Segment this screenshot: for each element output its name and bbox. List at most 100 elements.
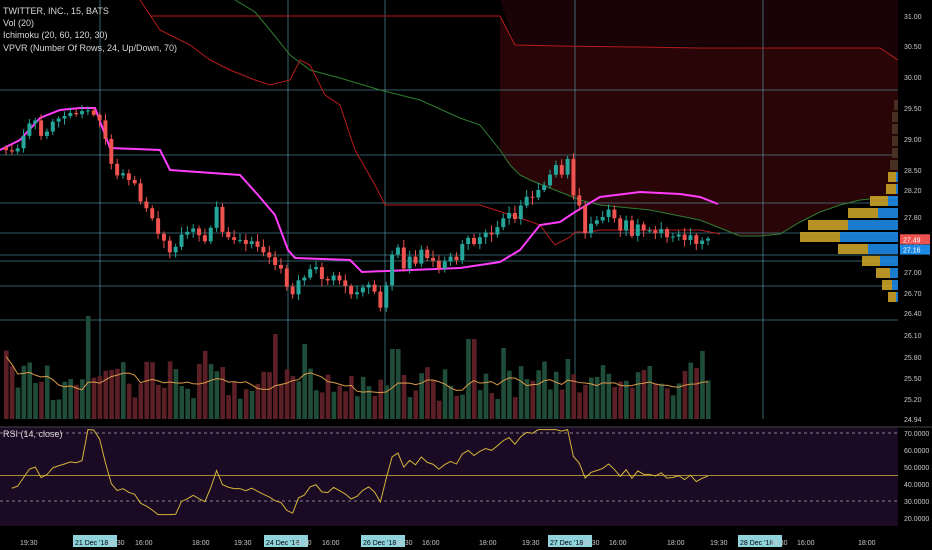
volume-bar: [548, 389, 553, 419]
volume-bar: [208, 364, 214, 419]
vpvr-row-up: [848, 220, 898, 230]
vpvr-row-down: [808, 220, 848, 230]
volume-bar: [571, 374, 577, 419]
candle: [126, 173, 131, 180]
volume-bar: [173, 369, 179, 419]
candle: [688, 235, 693, 240]
volume-bar: [296, 381, 302, 419]
candle: [548, 174, 553, 186]
volume-bar: [442, 369, 448, 419]
candle: [466, 237, 471, 244]
volume-bar: [44, 365, 50, 419]
candle: [518, 205, 523, 220]
volume-bar: [542, 361, 547, 419]
candle: [115, 163, 120, 176]
volume-bar: [676, 383, 682, 419]
volume-bar: [273, 334, 278, 419]
candle: [606, 209, 611, 217]
volume-bar: [243, 389, 249, 419]
candle: [319, 267, 324, 279]
ichimoku-base-line: [139, 0, 721, 246]
candle: [62, 116, 67, 119]
volume-bar: [27, 362, 32, 419]
volume-bar: [612, 387, 617, 419]
candle: [296, 280, 301, 295]
price-axis-label: 26.70: [904, 291, 922, 298]
candle: [191, 228, 196, 232]
legend-vpvr[interactable]: VPVR (Number Of Rows, 24, Up/Down, 70): [3, 42, 178, 53]
volume-bar: [425, 367, 430, 419]
volume-bar: [624, 380, 629, 419]
candle: [647, 230, 652, 232]
candle: [624, 220, 629, 231]
volume-bar: [594, 376, 600, 419]
candle: [56, 118, 61, 122]
time-highlight: [738, 535, 782, 547]
candle: [659, 229, 664, 234]
candle: [589, 223, 593, 234]
candle: [501, 218, 506, 228]
time-axis-label: 18:00: [479, 540, 497, 547]
volume-bar: [302, 343, 307, 419]
price-axis-label: 30.50: [904, 44, 922, 51]
price-axis-label: 29.00: [904, 137, 922, 144]
time-axis-label: 14:30: [770, 540, 788, 547]
volume-bar: [384, 385, 389, 419]
volume-bar: [518, 366, 524, 419]
candle: [121, 173, 125, 176]
candle: [173, 246, 178, 253]
rsi-axis-label: 60.0000: [904, 448, 929, 455]
price-axis-label: 26.10: [904, 333, 922, 340]
candle: [355, 292, 359, 295]
vpvr-row-down: [870, 196, 888, 206]
candle: [629, 220, 634, 236]
candle: [103, 120, 108, 139]
candle: [594, 220, 599, 224]
vpvr-row-down: [892, 136, 898, 146]
ichimoku-span-a: [234, 0, 898, 237]
volume-bar: [214, 371, 220, 419]
volume-bar: [629, 387, 635, 419]
volume-bar: [115, 368, 120, 419]
rsi-legend[interactable]: RSI (14, close): [3, 429, 63, 439]
volume-bar: [472, 339, 477, 419]
volume-bar: [9, 365, 15, 419]
candle: [413, 256, 418, 264]
legend-volume[interactable]: Vol (20): [3, 18, 35, 29]
volume-bar: [232, 381, 237, 419]
volume-bar: [62, 381, 68, 419]
volume-bar: [97, 376, 103, 419]
legend-ichimoku[interactable]: Ichimoku (20, 60, 120, 30): [3, 30, 108, 41]
volume-bar: [635, 372, 641, 419]
candle: [214, 206, 219, 228]
volume-bar: [454, 395, 460, 419]
candle: [384, 285, 389, 308]
volume-bar: [524, 379, 530, 419]
candle: [390, 254, 395, 286]
candle: [507, 212, 512, 219]
candle: [39, 120, 44, 136]
volume-bar: [694, 367, 699, 419]
volume-bar: [495, 398, 500, 419]
vpvr-row-down: [862, 256, 880, 266]
time-axis-label: 16:00: [422, 540, 440, 547]
volume-bar: [559, 389, 565, 419]
volume-bar: [501, 347, 506, 419]
candle: [278, 265, 283, 269]
candle: [436, 260, 441, 269]
volume-bar: [577, 392, 582, 419]
candle: [372, 284, 377, 292]
candle: [284, 268, 289, 287]
volume-bar: [68, 379, 73, 419]
volume-bar: [466, 339, 471, 419]
candle: [156, 218, 161, 234]
candle: [91, 110, 96, 115]
time-axis-label: 19:30: [20, 540, 38, 547]
volume-bar: [50, 400, 56, 419]
volume-bar: [407, 397, 413, 419]
candle: [670, 236, 675, 238]
volume-bar: [33, 382, 38, 419]
volume-bar: [706, 380, 711, 419]
